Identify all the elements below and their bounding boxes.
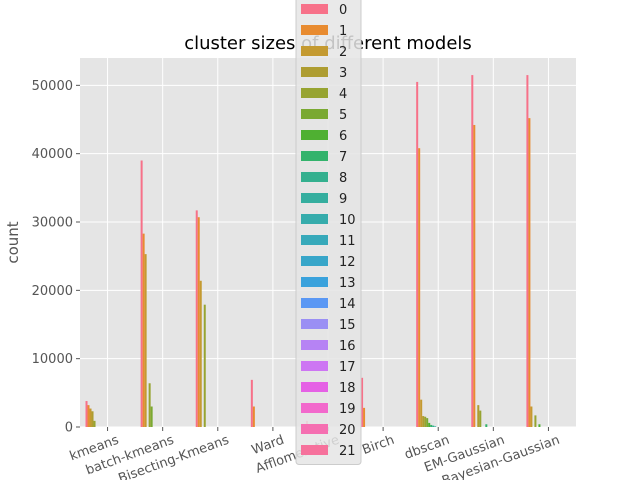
legend-label: 15 — [339, 318, 356, 333]
bar-batch-kmeans-series-5 — [150, 406, 153, 427]
legend-label: 5 — [339, 108, 347, 123]
legend-label: 19 — [339, 402, 356, 417]
bar-Birch-series-0 — [361, 377, 364, 427]
bar-EM-Gaussian-series-3 — [477, 405, 480, 427]
legend-label: 21 — [339, 444, 356, 459]
bar-EM-Gaussian-series-1 — [473, 124, 476, 427]
legend-swatch — [301, 256, 328, 266]
bar-dbscan-series-3 — [422, 416, 425, 427]
legend-label: 2 — [339, 45, 347, 60]
legend-swatch — [301, 151, 328, 161]
y-tick-label: 50000 — [32, 79, 73, 94]
legend-swatch — [301, 403, 328, 413]
legend-label: 20 — [339, 423, 356, 438]
bar-Bayesian-Gaussian-series-0 — [526, 75, 529, 427]
bar-dbscan-series-0 — [416, 81, 419, 428]
legend-swatch — [301, 340, 328, 350]
bar-kmeans-series-0 — [85, 401, 88, 427]
legend-label: 1 — [339, 24, 347, 39]
bar-batch-kmeans-series-4 — [148, 383, 151, 427]
legend-swatch — [301, 25, 328, 35]
y-axis-ticks: 0 10000 20000 30000 40000 50000 — [32, 79, 80, 436]
bar-EM-Gaussian-series-7 — [485, 424, 488, 427]
y-axis-label: count — [4, 221, 22, 263]
legend-swatch — [301, 235, 328, 245]
legend-label: 8 — [339, 171, 347, 186]
legend-label: 6 — [339, 129, 347, 144]
bar-batch-kmeans-series-2 — [144, 254, 147, 427]
bar-dbscan-series-4 — [424, 416, 427, 427]
bar-Bayesian-Gaussian-series-1 — [528, 118, 531, 427]
legend-label: 7 — [339, 150, 347, 165]
legend-label: 17 — [339, 360, 356, 375]
bar-EM-Gaussian-series-0 — [471, 75, 474, 427]
legend-label: 13 — [339, 276, 356, 291]
bar-Bayesian-Gaussian-series-4 — [534, 415, 537, 427]
legend-swatch — [301, 445, 328, 455]
bar-Bisecting-Kmeans-series-4 — [203, 304, 206, 427]
bar-Bisecting-Kmeans-series-2 — [199, 280, 202, 427]
bar-kmeans-series-4 — [93, 420, 96, 427]
legend-swatch — [301, 361, 328, 371]
bar-dbscan-series-7 — [430, 424, 433, 427]
legend-swatch — [301, 319, 328, 329]
y-tick-label: 20000 — [32, 284, 73, 299]
bar-batch-kmeans-series-0 — [140, 160, 143, 427]
bars — [85, 75, 541, 428]
legend-swatch — [301, 109, 328, 119]
legend-swatch — [301, 130, 328, 140]
bar-dbscan-series-5 — [426, 418, 429, 427]
bar-batch-kmeans-series-1 — [142, 233, 145, 427]
bar-EM-Gaussian-series-4 — [479, 410, 482, 427]
legend-label: 12 — [339, 255, 356, 270]
y-tick-label: 0 — [65, 421, 73, 436]
bar-dbscan-series-9 — [434, 426, 437, 427]
bar-kmeans-series-2 — [89, 408, 92, 427]
legend-swatch — [301, 382, 328, 392]
y-tick-label: 40000 — [32, 147, 73, 162]
bar-Ward-series-1 — [252, 406, 255, 427]
bar-dbscan-series-2 — [420, 399, 423, 427]
legend-swatch — [301, 46, 328, 56]
legend-label: 4 — [339, 87, 347, 102]
bar-dbscan-series-1 — [418, 148, 421, 427]
bar-dbscan-series-8 — [432, 425, 435, 427]
bar-Bisecting-Kmeans-series-0 — [195, 210, 198, 427]
legend-label: 10 — [339, 213, 356, 228]
bar-Ward-series-0 — [250, 379, 253, 427]
bar-Bisecting-Kmeans-series-1 — [197, 217, 200, 427]
legend-label: 3 — [339, 66, 347, 81]
bar-dbscan-series-6 — [428, 422, 431, 427]
legend-label: 11 — [339, 234, 356, 249]
legend-swatch — [301, 277, 328, 287]
legend-swatch — [301, 214, 328, 224]
bar-kmeans-series-1 — [87, 405, 90, 427]
legend-label: 18 — [339, 381, 356, 396]
y-tick-label: 30000 — [32, 216, 73, 231]
legend-label: 16 — [339, 339, 356, 354]
legend-swatch — [301, 172, 328, 182]
legend-swatch — [301, 424, 328, 434]
legend-swatch — [301, 88, 328, 98]
bar-Birch-series-1 — [363, 407, 366, 427]
bar-Bayesian-Gaussian-series-2 — [530, 406, 533, 427]
bar-kmeans-series-3 — [91, 411, 94, 427]
bar-Bayesian-Gaussian-series-6 — [538, 424, 541, 427]
legend-swatch — [301, 4, 328, 14]
y-tick-label: 10000 — [32, 352, 73, 367]
legend-label: 9 — [339, 192, 347, 207]
legend-swatch — [301, 298, 328, 308]
legend-swatch — [301, 193, 328, 203]
legend-swatch — [301, 67, 328, 77]
legend-label: 14 — [339, 297, 356, 312]
legend-label: 0 — [339, 3, 347, 18]
